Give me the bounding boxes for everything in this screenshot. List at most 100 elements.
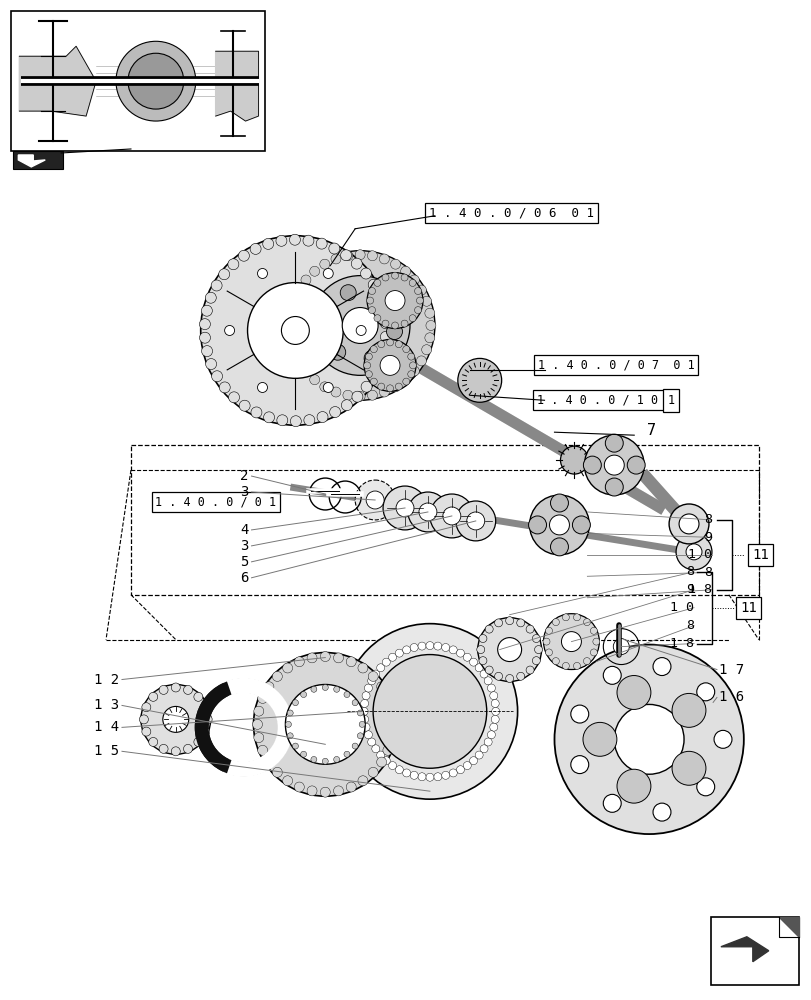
Circle shape	[424, 308, 434, 318]
Circle shape	[292, 743, 298, 749]
Circle shape	[516, 672, 524, 680]
Circle shape	[603, 455, 624, 475]
Circle shape	[200, 319, 210, 330]
Circle shape	[311, 686, 316, 692]
Circle shape	[163, 706, 188, 732]
Circle shape	[289, 345, 298, 355]
Bar	[13, 151, 63, 169]
Circle shape	[328, 243, 339, 254]
Circle shape	[479, 745, 487, 753]
Circle shape	[426, 642, 433, 650]
Circle shape	[414, 288, 421, 295]
Circle shape	[603, 794, 620, 812]
Circle shape	[532, 657, 539, 665]
Circle shape	[363, 350, 380, 366]
Circle shape	[159, 685, 168, 694]
Circle shape	[410, 771, 418, 779]
Circle shape	[426, 320, 436, 330]
Circle shape	[582, 456, 601, 474]
Circle shape	[360, 715, 368, 723]
Circle shape	[285, 308, 295, 318]
Circle shape	[366, 491, 384, 509]
Circle shape	[386, 339, 393, 346]
Text: 5: 5	[240, 555, 248, 569]
Circle shape	[331, 254, 341, 264]
Circle shape	[322, 684, 328, 690]
Text: 2: 2	[240, 469, 248, 483]
Circle shape	[205, 292, 216, 303]
Circle shape	[414, 307, 421, 314]
Text: 1 . 4 0 . 0 / 0 1: 1 . 4 0 . 0 / 0 1	[155, 495, 276, 508]
Circle shape	[433, 642, 441, 650]
Circle shape	[652, 803, 670, 821]
Circle shape	[374, 358, 385, 369]
Circle shape	[301, 275, 311, 285]
Circle shape	[550, 538, 568, 556]
Circle shape	[331, 387, 341, 397]
Circle shape	[696, 683, 714, 701]
Circle shape	[424, 333, 434, 343]
Circle shape	[401, 274, 408, 281]
Circle shape	[323, 268, 333, 278]
Circle shape	[583, 619, 590, 626]
Circle shape	[370, 346, 377, 353]
Text: 1: 1	[667, 394, 674, 407]
Circle shape	[303, 235, 314, 246]
Circle shape	[433, 773, 441, 781]
Circle shape	[367, 273, 423, 328]
Circle shape	[678, 514, 698, 534]
Circle shape	[128, 53, 183, 109]
Circle shape	[416, 297, 423, 304]
Circle shape	[409, 275, 418, 285]
Circle shape	[287, 710, 293, 716]
Circle shape	[362, 723, 370, 731]
Circle shape	[374, 315, 380, 322]
Circle shape	[320, 652, 330, 662]
Circle shape	[282, 663, 292, 673]
Circle shape	[672, 751, 705, 785]
Circle shape	[362, 692, 370, 700]
Circle shape	[380, 331, 391, 342]
Text: 1 8: 1 8	[669, 637, 693, 650]
Circle shape	[402, 378, 410, 385]
Circle shape	[194, 737, 203, 746]
Circle shape	[448, 646, 457, 654]
Circle shape	[386, 733, 397, 743]
Circle shape	[476, 646, 484, 654]
Circle shape	[200, 703, 209, 712]
Circle shape	[276, 235, 286, 246]
Circle shape	[381, 274, 388, 281]
Circle shape	[360, 268, 371, 279]
Circle shape	[391, 272, 398, 279]
Circle shape	[376, 682, 386, 692]
Circle shape	[590, 627, 597, 634]
Circle shape	[171, 683, 180, 692]
Circle shape	[592, 638, 599, 645]
Circle shape	[456, 649, 464, 657]
Circle shape	[183, 744, 192, 753]
Circle shape	[290, 416, 301, 427]
Circle shape	[284, 320, 294, 330]
Circle shape	[345, 657, 356, 667]
Circle shape	[551, 658, 559, 665]
Circle shape	[400, 266, 410, 276]
Circle shape	[380, 355, 400, 375]
Circle shape	[183, 685, 192, 694]
Circle shape	[554, 645, 743, 834]
Circle shape	[381, 320, 388, 327]
Circle shape	[626, 456, 645, 474]
Circle shape	[341, 624, 517, 799]
Circle shape	[614, 704, 683, 774]
Circle shape	[604, 434, 623, 452]
Circle shape	[376, 751, 384, 759]
Circle shape	[616, 769, 650, 803]
Circle shape	[457, 358, 501, 402]
Circle shape	[377, 383, 384, 390]
Text: 1 . 4 0 . 0 / 1 0 A: 1 . 4 0 . 0 / 1 0 A	[536, 394, 672, 407]
Text: 1 . 4 0 . 0 / 0 6  0 1: 1 . 4 0 . 0 / 0 6 0 1	[428, 206, 594, 219]
Circle shape	[194, 692, 203, 701]
Circle shape	[371, 745, 380, 753]
Circle shape	[289, 296, 298, 306]
Circle shape	[570, 756, 588, 774]
Circle shape	[281, 317, 309, 344]
